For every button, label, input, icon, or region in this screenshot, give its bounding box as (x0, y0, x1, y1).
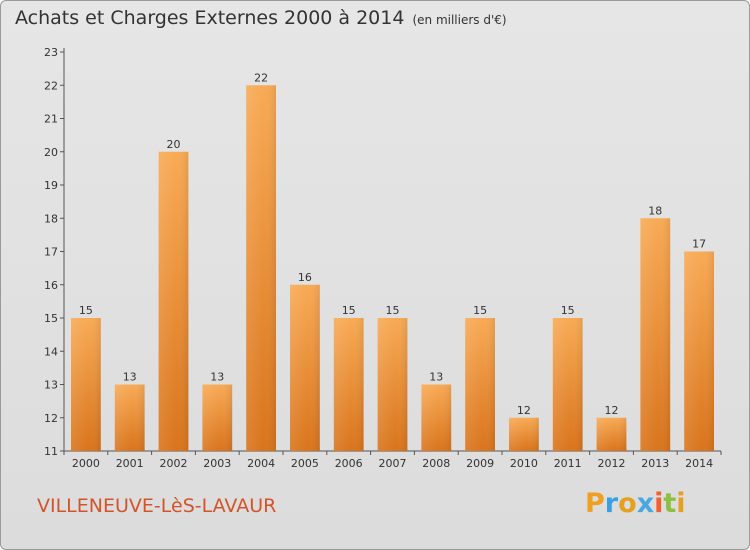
bar-value-label: 17 (692, 238, 706, 251)
bar-shade (333, 318, 364, 451)
logo-letter: x (636, 488, 655, 519)
proxiti-logo: Proxiti (585, 488, 686, 519)
chart-title: Achats et Charges Externes 2000 à 2014 (15, 7, 405, 29)
logo-letter: P (585, 488, 605, 519)
bar-value-label: 22 (254, 71, 268, 84)
bar-value-label: 15 (561, 304, 575, 317)
bar-value-label: 12 (517, 404, 531, 417)
bar-value-label: 15 (79, 304, 93, 317)
y-tick-label: 15 (44, 312, 58, 325)
y-tick-label: 18 (44, 212, 58, 225)
y-tick-label: 17 (44, 246, 58, 259)
bar-shade (684, 251, 714, 451)
bar-shade (202, 384, 233, 451)
bar-value-label: 13 (210, 371, 224, 384)
bar-shade (158, 151, 189, 451)
y-tick-label: 20 (44, 146, 58, 159)
x-tick-label: 2008 (422, 457, 450, 470)
bar-shade (114, 384, 145, 451)
bar-shade (421, 384, 452, 451)
logo-letter: o (618, 488, 637, 519)
bar-shade (509, 417, 539, 451)
bar-value-label: 18 (648, 204, 662, 217)
bar-shade (465, 318, 495, 451)
bar-value-label: 15 (473, 304, 487, 317)
bar-shade (377, 318, 408, 451)
bar-value-label: 12 (605, 404, 619, 417)
bar-value-label: 13 (123, 371, 137, 384)
chart-unit: (en milliers d'€) (412, 13, 507, 27)
x-tick-label: 2012 (598, 457, 626, 470)
bar-shade (596, 417, 627, 451)
bar-shade (246, 85, 276, 451)
bar-shade (290, 284, 320, 451)
x-tick-label: 2002 (160, 457, 188, 470)
bar-value-label: 15 (386, 304, 400, 317)
logo-letter: i (654, 488, 664, 519)
y-tick-label: 13 (44, 379, 58, 392)
y-tick-label: 21 (44, 113, 58, 126)
bar-shade (552, 318, 583, 451)
x-tick-label: 2001 (116, 457, 144, 470)
x-tick-label: 2000 (72, 457, 100, 470)
x-tick-label: 2003 (203, 457, 231, 470)
logo-letter: i (676, 488, 686, 519)
logo-letter: t (663, 488, 677, 519)
bar-shade (640, 218, 671, 451)
y-tick-label: 19 (44, 179, 58, 192)
x-tick-label: 2006 (335, 457, 363, 470)
x-tick-label: 2007 (379, 457, 407, 470)
bar-shade (71, 318, 101, 451)
chart-title-block: Achats et Charges Externes 2000 à 2014 (e… (15, 7, 507, 29)
y-tick-label: 14 (44, 345, 58, 358)
x-tick-label: 2009 (466, 457, 494, 470)
x-tick-label: 2004 (247, 457, 275, 470)
x-tick-label: 2010 (510, 457, 538, 470)
y-tick-label: 22 (44, 79, 58, 92)
bar-value-label: 15 (342, 304, 356, 317)
logo-letter: r (604, 488, 619, 519)
y-tick-label: 12 (44, 412, 58, 425)
bar-value-label: 16 (298, 271, 312, 284)
x-tick-label: 2014 (685, 457, 713, 470)
bar-value-label: 20 (167, 138, 181, 151)
x-tick-label: 2005 (291, 457, 319, 470)
x-tick-label: 2013 (641, 457, 669, 470)
y-tick-label: 23 (44, 46, 58, 59)
bar-value-label: 13 (429, 371, 443, 384)
y-tick-label: 16 (44, 279, 58, 292)
y-tick-label: 11 (44, 445, 58, 458)
x-tick-label: 2011 (554, 457, 582, 470)
location-name: VILLENEUVE-LèS-LAVAUR (37, 495, 277, 517)
